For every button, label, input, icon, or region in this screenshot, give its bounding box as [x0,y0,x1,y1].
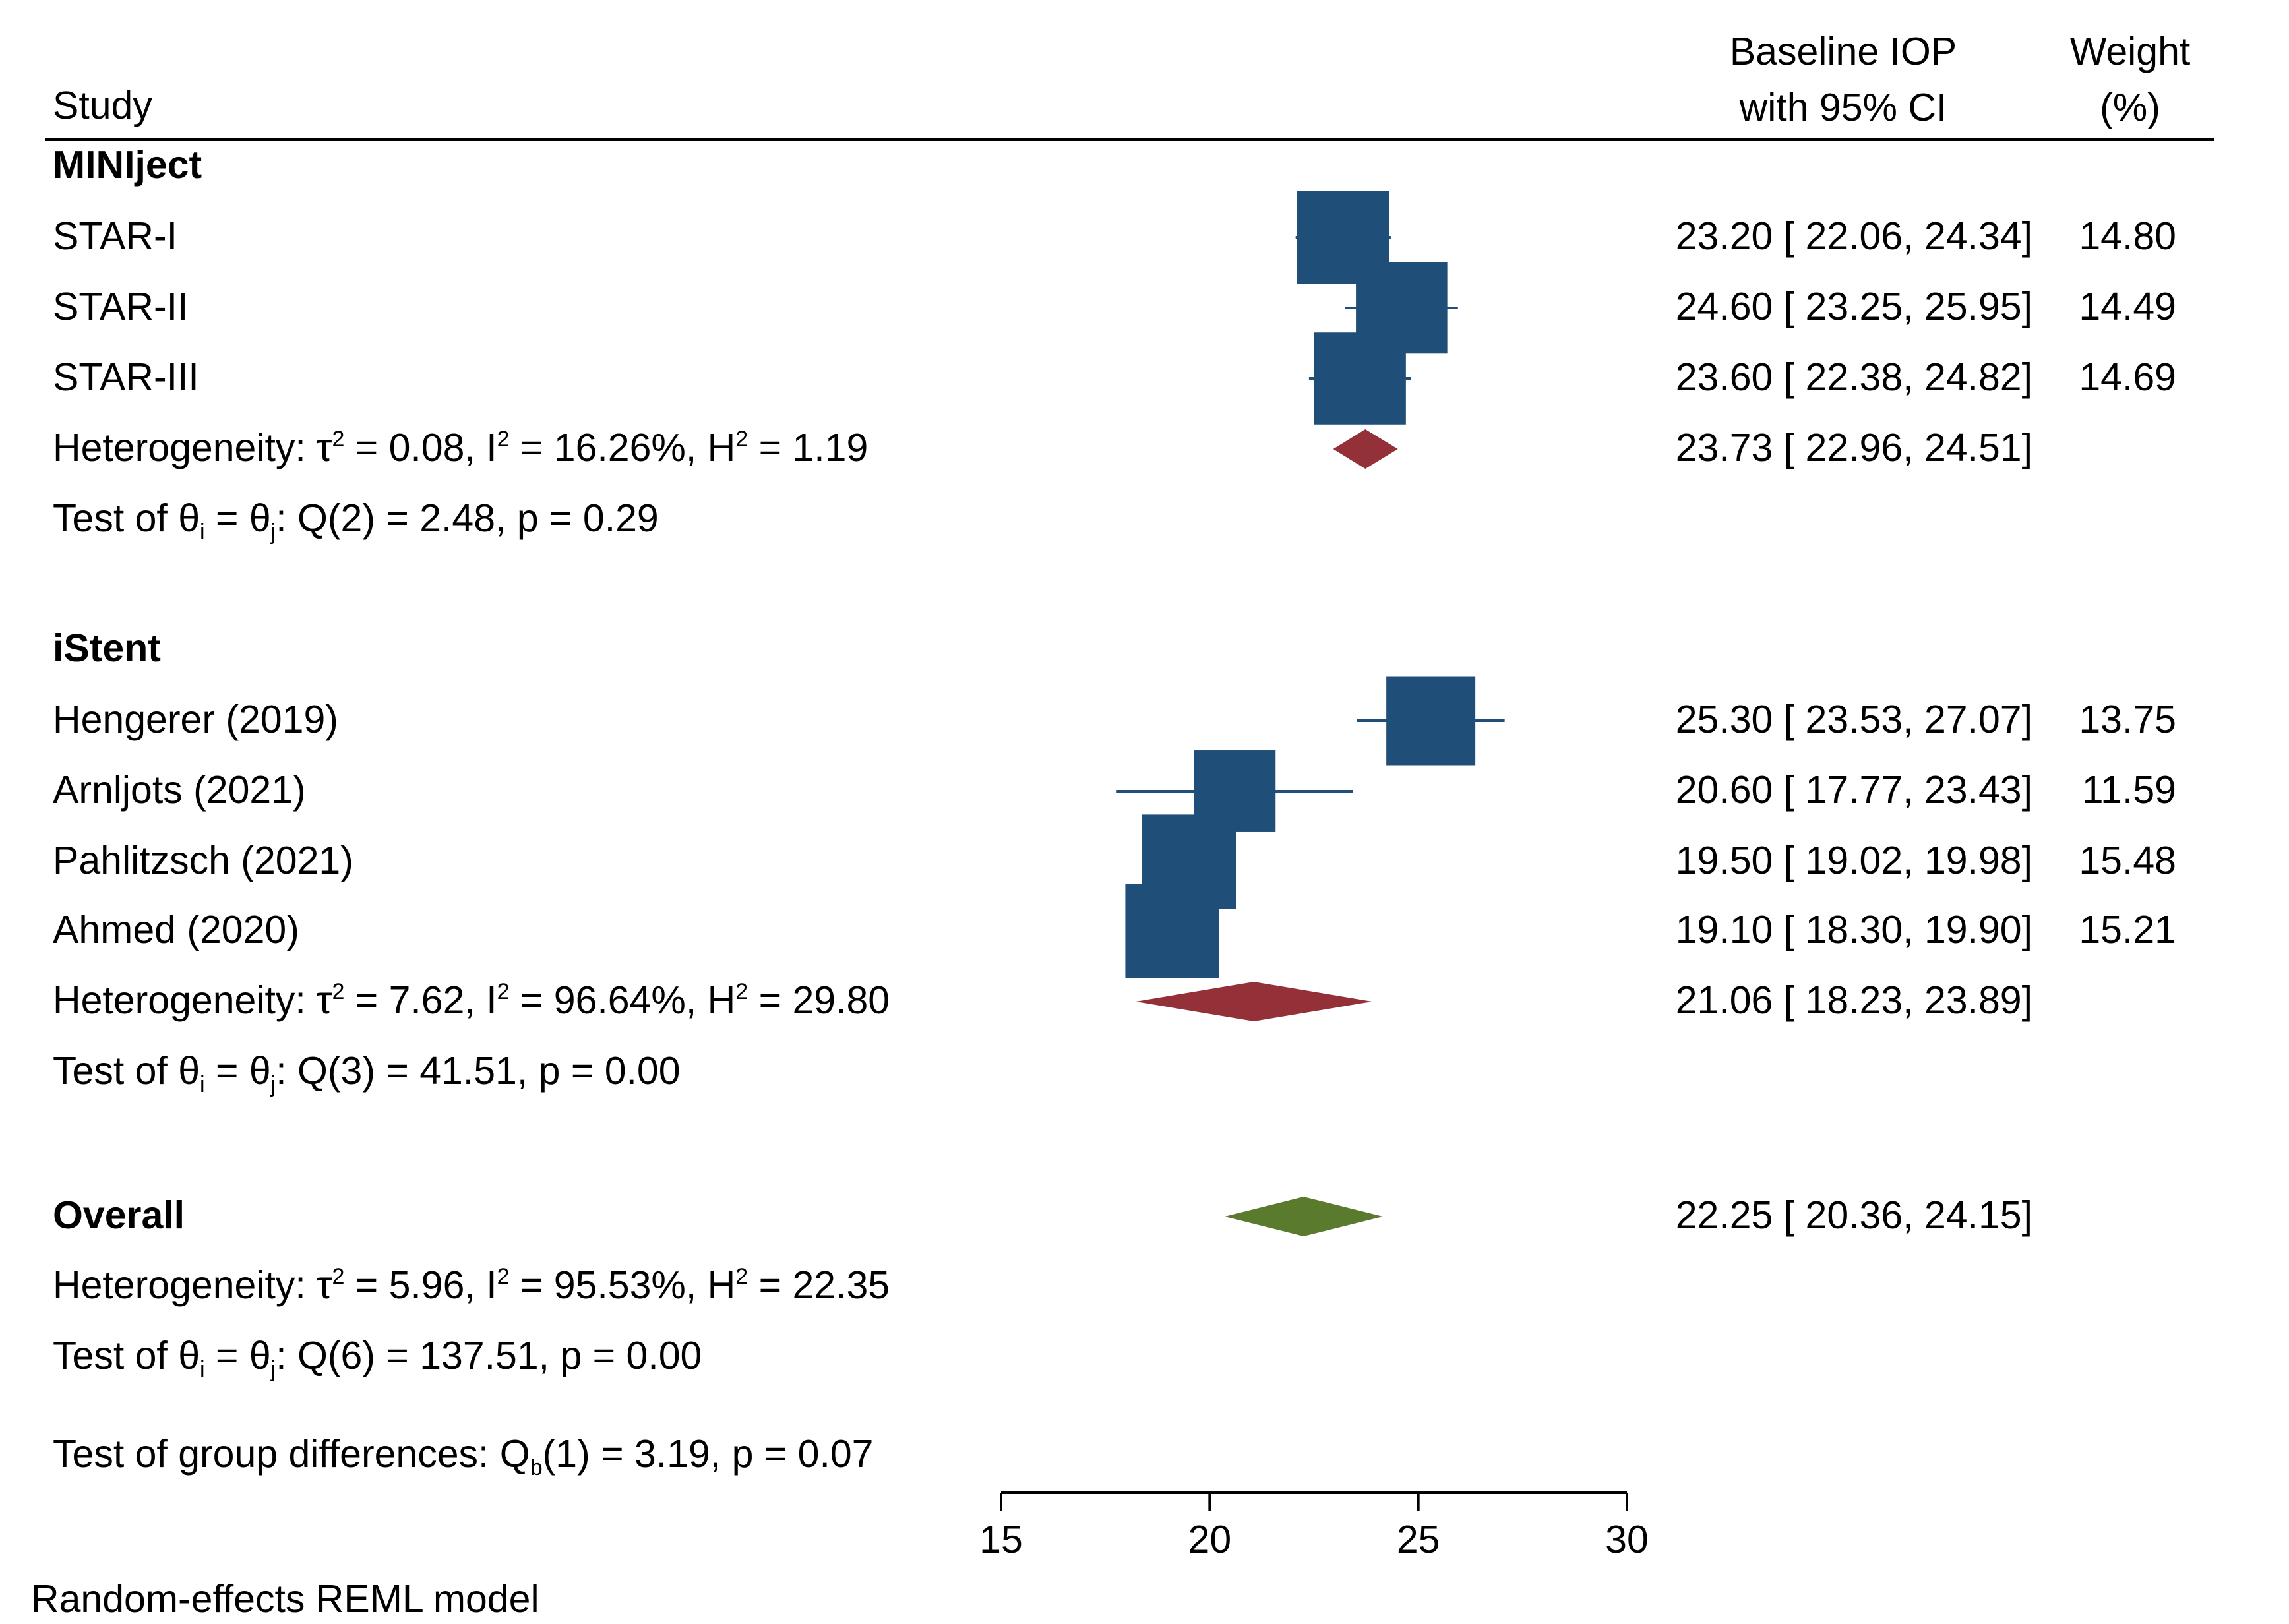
study-ci-text: 23.20 [ 22.06, 24.34] [1676,214,2032,258]
effect-column-header-line2: with 95% CI [1739,86,1947,129]
study-marker [1125,884,1219,978]
study-ci-text: 20.60 [ 17.77, 23.43] [1676,768,2032,812]
group-title-2: iStent [53,626,161,670]
group-pooled-ci-text: 21.06 [ 18.23, 23.89] [1676,978,2032,1022]
weight-column-header-line2: (%) [2100,86,2160,129]
study-weight: 14.49 [2079,285,2176,328]
overall-diamond [1225,1197,1383,1236]
overall-ci-text: 22.25 [ 20.36, 24.15] [1676,1193,2032,1237]
overall-title: Overall [53,1193,185,1237]
study-label: STAR-I [53,214,177,258]
overall-test: Test of θi = θj: Q(6) = 137.51, p = 0.00 [53,1334,702,1382]
effect-column-header-line1: Baseline IOP [1730,30,1957,73]
group-heterogeneity-2: Heterogeneity: τ2 = 7.62, I2 = 96.64%, H… [53,978,890,1022]
group-pooled-diamond-1 [1333,429,1398,469]
study-weight: 15.48 [2079,839,2176,882]
study-weight: 15.21 [2079,908,2176,951]
study-weight: 11.59 [2082,768,2176,812]
forest-rows: MINIject STAR-I 23.20 [ 22.06, 24.34] 14.80… [53,143,2176,1382]
model-note: Random-effects REML model [31,1577,539,1621]
study-ci-text: 19.10 [ 18.30, 19.90] [1676,908,2032,951]
study-ci-text: 24.60 [ 23.25, 25.95] [1676,285,2032,328]
x-tick-label: 15 [979,1518,1023,1561]
study-label: Pahlitzsch (2021) [53,839,353,882]
study-weight: 14.69 [2079,355,2176,399]
study-ci-text: 19.50 [ 19.02, 19.98] [1676,839,2032,882]
study-label: STAR-III [53,355,199,399]
study-weight: 14.80 [2079,214,2176,258]
x-tick-label: 30 [1605,1518,1649,1561]
study-label: Hengerer (2019) [53,698,338,741]
group-differences-test: Test of group differences: Qb(1) = 3.19,… [53,1432,873,1480]
study-marker [1314,332,1406,425]
group-pooled-diamond-2 [1136,982,1372,1021]
group-pooled-ci-text: 23.73 [ 22.96, 24.51] [1676,426,2032,469]
x-axis: 15 20 25 30 [979,1491,1649,1561]
study-weight: 13.75 [2079,698,2176,741]
weight-column-header-line1: Weight [2070,30,2191,73]
study-ci-text: 23.60 [ 22.38, 24.82] [1676,355,2032,399]
study-column-header: Study [53,84,152,127]
x-tick-label: 25 [1397,1518,1440,1561]
group-test-1: Test of θi = θj: Q(2) = 2.48, p = 0.29 [53,496,659,545]
overall-heterogeneity: Heterogeneity: τ2 = 5.96, I2 = 95.53%, H… [53,1263,890,1307]
group-test-2: Test of θi = θj: Q(3) = 41.51, p = 0.00 [53,1049,681,1097]
study-ci-text: 25.30 [ 23.53, 27.07] [1676,698,2032,741]
group-title-1: MINIject [53,143,202,187]
study-label: Ahmed (2020) [53,908,299,951]
study-label: STAR-II [53,285,188,328]
group-heterogeneity-1: Heterogeneity: τ2 = 0.08, I2 = 16.26%, H… [53,426,868,469]
study-label: Arnljots (2021) [53,768,306,812]
study-marker [1386,676,1476,766]
x-tick-label: 20 [1188,1518,1232,1561]
